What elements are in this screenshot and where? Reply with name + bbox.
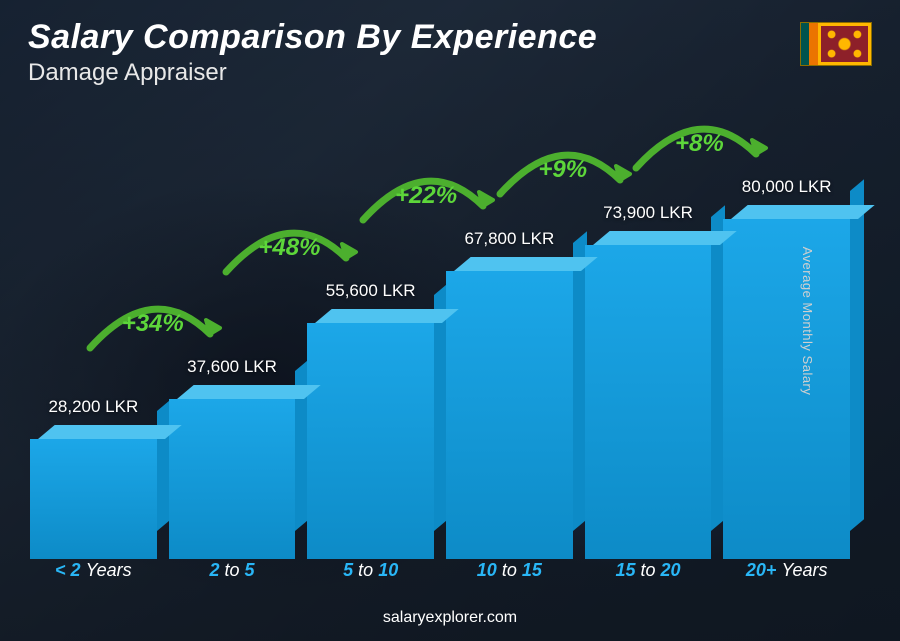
bar-group: 28,200 LKR xyxy=(30,397,157,545)
pct-increase-badge: +9% xyxy=(488,136,638,211)
pct-text: +8% xyxy=(675,130,724,158)
x-axis-label: 10 to 15 xyxy=(446,560,573,581)
pct-text: +48% xyxy=(258,234,320,262)
pct-text: +22% xyxy=(395,182,457,210)
bar xyxy=(585,231,712,545)
header: Salary Comparison By Experience Damage A… xyxy=(28,18,597,87)
chart-title: Salary Comparison By Experience xyxy=(28,18,597,57)
x-axis-label: 5 to 10 xyxy=(307,560,434,581)
chart-area: 28,200 LKR 37,600 LKR 55,600 LKR 67,800 … xyxy=(30,101,850,581)
footer-attribution: salaryexplorer.com xyxy=(0,609,900,627)
x-axis-labels: < 2 Years 2 to 5 5 to 10 10 to 15 15 to 20 20… xyxy=(30,560,850,581)
bar-group: 80,000 LKR xyxy=(723,177,850,545)
bar xyxy=(307,309,434,545)
pct-text: +9% xyxy=(538,156,587,184)
pct-increase-badge: +34% xyxy=(78,290,228,365)
bar-value-label: 28,200 LKR xyxy=(48,397,138,417)
bar-group: 37,600 LKR xyxy=(169,357,296,545)
y-axis-label: Average Monthly Salary xyxy=(800,246,815,395)
pct-text: +34% xyxy=(122,310,184,338)
bar xyxy=(446,257,573,545)
chart-subtitle: Damage Appraiser xyxy=(28,59,597,87)
bar-group: 67,800 LKR xyxy=(446,229,573,545)
pct-increase-badge: +48% xyxy=(214,214,364,289)
bar-group: 73,900 LKR xyxy=(585,203,712,545)
x-axis-label: 20+ Years xyxy=(723,560,850,581)
pct-increase-badge: +22% xyxy=(351,162,501,237)
bar xyxy=(169,385,296,545)
x-axis-label: 15 to 20 xyxy=(585,560,712,581)
x-axis-label: < 2 Years xyxy=(30,560,157,581)
bar xyxy=(723,205,850,545)
sri-lanka-flag-icon xyxy=(800,22,872,66)
bar-group: 55,600 LKR xyxy=(307,281,434,545)
x-axis-label: 2 to 5 xyxy=(169,560,296,581)
bar xyxy=(30,425,157,545)
pct-increase-badge: +8% xyxy=(624,110,774,185)
